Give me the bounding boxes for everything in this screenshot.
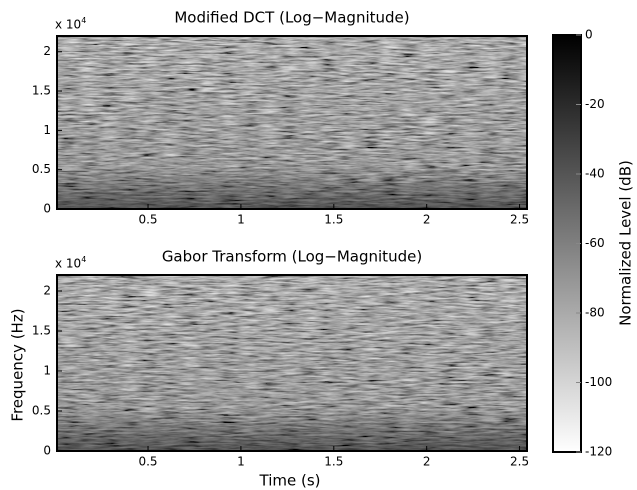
x-tick-label: 1.5 [324,213,343,227]
y-tick-label: 0 [43,444,51,458]
y-scale-label: x 104 [55,16,86,32]
y-tick-label: 2 [43,44,51,58]
y-tick-label: 2 [43,284,51,298]
colorbar-label: Normalized Level (dB) [617,160,635,326]
y-scale-exponent: 4 [81,16,86,25]
plot-frame [56,274,528,452]
x-tick-label: 2 [423,455,431,469]
y-tick-label: 1.5 [32,324,51,338]
x-tick-label: 2.5 [510,213,529,227]
x-axis-label: Time (s) [259,472,321,490]
x-tick-label: 2.5 [510,455,529,469]
y-tick-label: 1.5 [32,84,51,98]
spectrogram-shade [57,36,527,209]
y-tick-label: 0.5 [32,404,51,418]
spectrogram-shade [57,275,527,451]
colorbar-tick-label: -120 [585,445,612,459]
y-scale-exponent: 4 [81,255,86,264]
x-tick-label: 0.5 [138,213,157,227]
colorbar-tick-label: -60 [585,236,605,250]
x-tick-label: 1 [237,213,245,227]
plot-title: Modified DCT (Log−Magnitude) [174,9,409,27]
y-tick-label: 0 [43,202,51,216]
y-scale-label: x 104 [55,255,86,271]
x-tick-label: 1 [237,455,245,469]
colorbar-tick-label: -20 [585,97,605,111]
y-axis-label: Frequency (Hz) [9,308,27,421]
x-tick-label: 1.5 [324,455,343,469]
colorbar-tick-label: -40 [585,167,605,181]
plot-frame [56,35,528,210]
colorbar-tick-label: 0 [585,28,593,42]
colorbar-tick-label: -80 [585,306,605,320]
y-tick-label: 1 [43,364,51,378]
x-tick-label: 0.5 [138,455,157,469]
plot-title: Gabor Transform (Log−Magnitude) [162,248,422,266]
y-tick-label: 1 [43,123,51,137]
colorbar-tick-label: -100 [585,375,612,389]
x-tick-label: 2 [423,213,431,227]
y-tick-label: 0.5 [32,162,51,176]
